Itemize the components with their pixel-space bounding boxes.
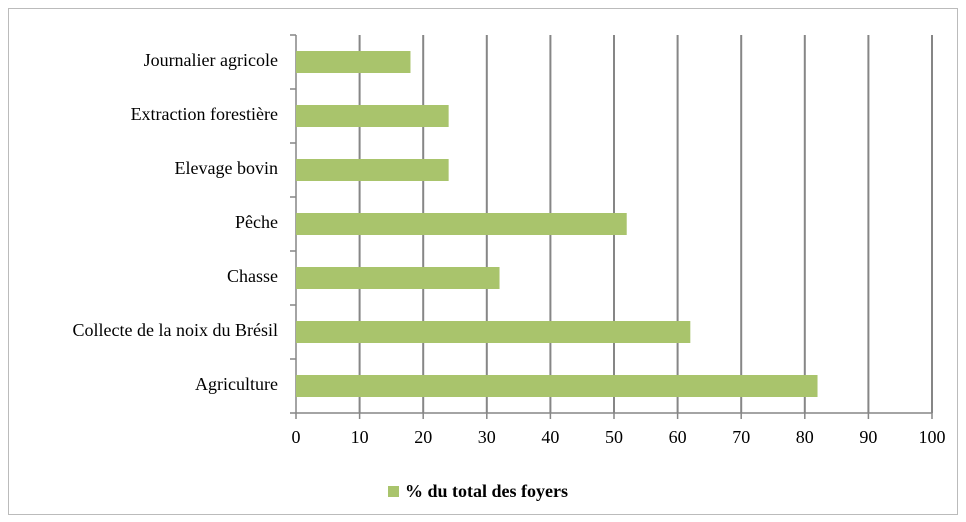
x-tick-label: 50 [605,427,623,447]
x-tick-label: 80 [796,427,814,447]
y-tick-label: Extraction forestière [131,104,278,124]
y-tick-label: Pêche [235,212,278,232]
x-tick-label: 20 [414,427,432,447]
bar [296,375,818,397]
bar [296,105,449,127]
legend-swatch [388,486,399,497]
bar [296,213,627,235]
bar [296,321,691,343]
x-tick-label: 40 [541,427,559,447]
x-tick-label: 30 [478,427,496,447]
x-tick-label: 70 [732,427,750,447]
y-tick-label: Journalier agricole [144,50,278,70]
x-tick-label: 10 [351,427,369,447]
legend-text: % du total des foyers [405,481,568,501]
x-tick-label: 60 [669,427,687,447]
y-tick-label: Elevage bovin [175,158,278,178]
x-tick-label: 0 [292,427,301,447]
x-tick-label: 100 [919,427,946,447]
y-tick-label: Collecte de la noix du Brésil [73,320,278,340]
y-tick-label: Chasse [227,266,278,286]
chart-frame [8,8,958,515]
bar [296,51,411,73]
y-tick-label: Agriculture [195,374,278,394]
bar [296,159,449,181]
x-tick-label: 90 [859,427,877,447]
bar [296,267,500,289]
